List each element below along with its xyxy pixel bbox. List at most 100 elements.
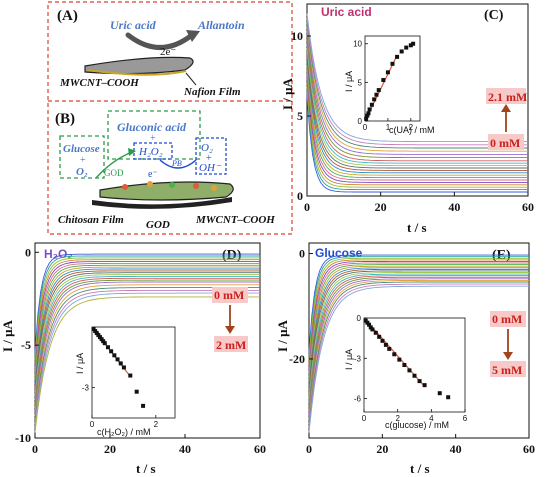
- current-curve: [308, 275, 529, 408]
- inset-y-tick-label: 0: [358, 117, 363, 126]
- current-curve: [306, 39, 528, 162]
- inset-x-tick-label: 0: [362, 414, 367, 423]
- x-tick-label: 60: [254, 442, 266, 456]
- y-tick-label: 0: [299, 247, 305, 261]
- inset-point: [372, 97, 377, 102]
- inset-point: [397, 357, 402, 362]
- chart-e-inset: 0 2 4 6 -6 -3 0: [354, 314, 468, 423]
- h2o2-label: H₂O₂: [138, 146, 163, 158]
- chart-e-inset-xlabel: c(glucose) / mM: [385, 420, 449, 430]
- current-curve: [306, 43, 528, 164]
- electrode-a-label: MWCNT–COOH: [59, 77, 139, 89]
- plus-top: +: [150, 133, 156, 144]
- current-curve: [306, 69, 528, 179]
- god-arrow-head: [128, 148, 136, 156]
- inset-point: [367, 107, 372, 112]
- inset-x-tick-label: 0: [90, 420, 95, 429]
- current-curve: [308, 272, 529, 399]
- glucose-label: Glucose: [63, 143, 100, 155]
- x-tick-label: 0: [32, 442, 38, 456]
- inset-point: [392, 352, 397, 357]
- current-curve: [306, 86, 528, 188]
- particle: [147, 181, 153, 187]
- inset-point: [383, 342, 388, 347]
- panel-b-label: (B): [55, 111, 75, 127]
- current-curve: [308, 285, 529, 433]
- current-curve: [306, 91, 528, 191]
- current-curve: [306, 56, 528, 171]
- inset-point: [412, 373, 417, 378]
- panel-a-label: (A): [57, 8, 78, 24]
- chart-c-ylabel: I / μA: [280, 77, 295, 110]
- inset-point: [97, 335, 102, 340]
- current-curve: [34, 272, 260, 392]
- current-curve: [34, 259, 260, 364]
- current-curve: [34, 268, 260, 384]
- current-curve: [306, 95, 528, 193]
- inset-point: [407, 368, 412, 373]
- current-curve: [308, 283, 529, 429]
- inset-point: [404, 45, 409, 50]
- inset-y-tick-label: 0: [357, 314, 362, 323]
- current-curve: [308, 254, 529, 352]
- schematic-frame: [47, 1, 293, 235]
- current-curve: [308, 278, 529, 416]
- chart-e-conc-low-bg: [490, 311, 526, 327]
- inset-point: [112, 353, 117, 358]
- inset-point: [101, 339, 106, 344]
- chart-c-conc-low: 0 mM: [490, 136, 520, 150]
- chart-c-title: Uric acid: [321, 5, 372, 19]
- inset-x-tick-label: 2: [395, 414, 400, 423]
- x-tick-label: 60: [523, 442, 535, 456]
- particle: [169, 182, 175, 188]
- chart-d-conc-high: 2 mM: [216, 338, 246, 352]
- inset-point: [365, 113, 370, 118]
- plus-right: +: [206, 153, 212, 164]
- current-curve: [308, 267, 529, 386]
- x-tick-label: 40: [179, 442, 191, 456]
- inset-y-tick-label: -3: [354, 354, 362, 363]
- inset-y-tick-label: 10: [353, 40, 362, 49]
- inset-point: [94, 331, 99, 336]
- current-curve: [308, 264, 529, 378]
- current-curve: [306, 78, 528, 183]
- current-curve: [306, 48, 528, 167]
- y-tick-label: 0: [25, 245, 31, 259]
- current-curve: [308, 273, 529, 403]
- chart-e: Glucose (E) 0 20 40 600-20 t / s I / μA 0 m…: [275, 242, 535, 476]
- current-curve: [308, 259, 529, 365]
- nafion-film: [87, 69, 187, 76]
- inset-x-tick-label: 4: [429, 414, 434, 423]
- current-curve: [308, 281, 529, 425]
- particle: [211, 185, 217, 191]
- current-curve: [34, 257, 260, 360]
- o2-left-label: O₂: [76, 166, 88, 178]
- chart-c-panel-label: (C): [484, 8, 504, 23]
- chart-e-conc-arrow-head: [503, 352, 513, 360]
- pb-label: PB: [171, 159, 182, 168]
- chart-d-conc-low: 0 mM: [214, 288, 244, 302]
- green-box-left: [59, 135, 105, 179]
- inset-point: [102, 341, 107, 346]
- chart-e-curves: [308, 254, 529, 433]
- inset-point: [369, 102, 374, 107]
- chart-d-panel-label: (D): [222, 248, 242, 263]
- chart-c-conc-low-bg: [488, 134, 524, 150]
- inset-point: [402, 363, 407, 367]
- current-curve: [34, 270, 260, 388]
- inset-y-tick-label: -3: [82, 384, 90, 393]
- blue-box-right: [195, 137, 227, 175]
- y-tick-label: -10: [15, 431, 31, 445]
- inset-point: [373, 330, 378, 335]
- chart-e-axes: 0 20 40 600-20: [289, 247, 535, 456]
- current-curve: [306, 30, 528, 155]
- current-curve: [34, 275, 260, 401]
- chart-e-xlabel: t / s: [410, 461, 430, 476]
- inset-y-tick-label: -6: [354, 395, 362, 404]
- current-curve: [34, 277, 260, 405]
- chart-d-ylabel: I / μA: [0, 319, 15, 352]
- inset-point: [385, 70, 390, 75]
- chart-c-conc-high-bg: [486, 88, 526, 104]
- inset-point: [377, 334, 382, 339]
